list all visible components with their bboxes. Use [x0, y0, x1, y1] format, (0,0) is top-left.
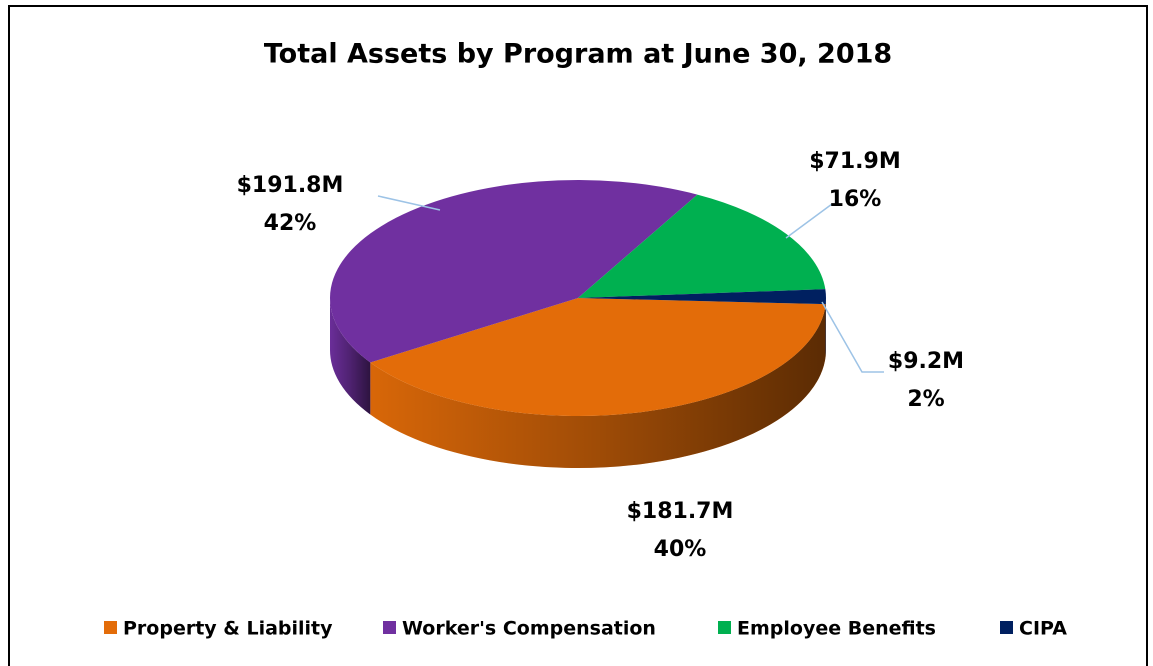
percent-label: 16%: [829, 187, 882, 212]
chart-title: Total Assets by Program at June 30, 2018: [264, 39, 892, 70]
legend-swatch: [104, 621, 117, 634]
legend-label: CIPA: [1019, 618, 1067, 640]
percent-label: 40%: [654, 537, 707, 562]
slice: [370, 298, 826, 416]
leader-line: [821, 301, 884, 373]
data-label: $9.2M: [888, 349, 964, 374]
data-label: $191.8M: [237, 173, 344, 198]
legend-swatch: [383, 621, 396, 634]
side-shade: [330, 298, 371, 415]
legend-label: Employee Benefits: [737, 618, 936, 640]
data-label: $181.7M: [627, 499, 734, 524]
data-label: $71.9M: [809, 149, 900, 174]
leader-line: [785, 203, 833, 239]
leader-line: [377, 195, 441, 211]
slice: [578, 194, 826, 298]
slice: [330, 179, 698, 363]
percent-label: 2%: [907, 387, 944, 412]
legend-swatch: [1000, 621, 1013, 634]
side-shade: [370, 304, 826, 468]
percent-label: 42%: [264, 211, 317, 236]
slice: [578, 289, 826, 305]
legend-swatch: [718, 621, 731, 634]
frame: [8, 5, 1148, 666]
legend-label: Worker's Compensation: [402, 618, 656, 640]
legend-label: Property & Liability: [123, 618, 333, 640]
